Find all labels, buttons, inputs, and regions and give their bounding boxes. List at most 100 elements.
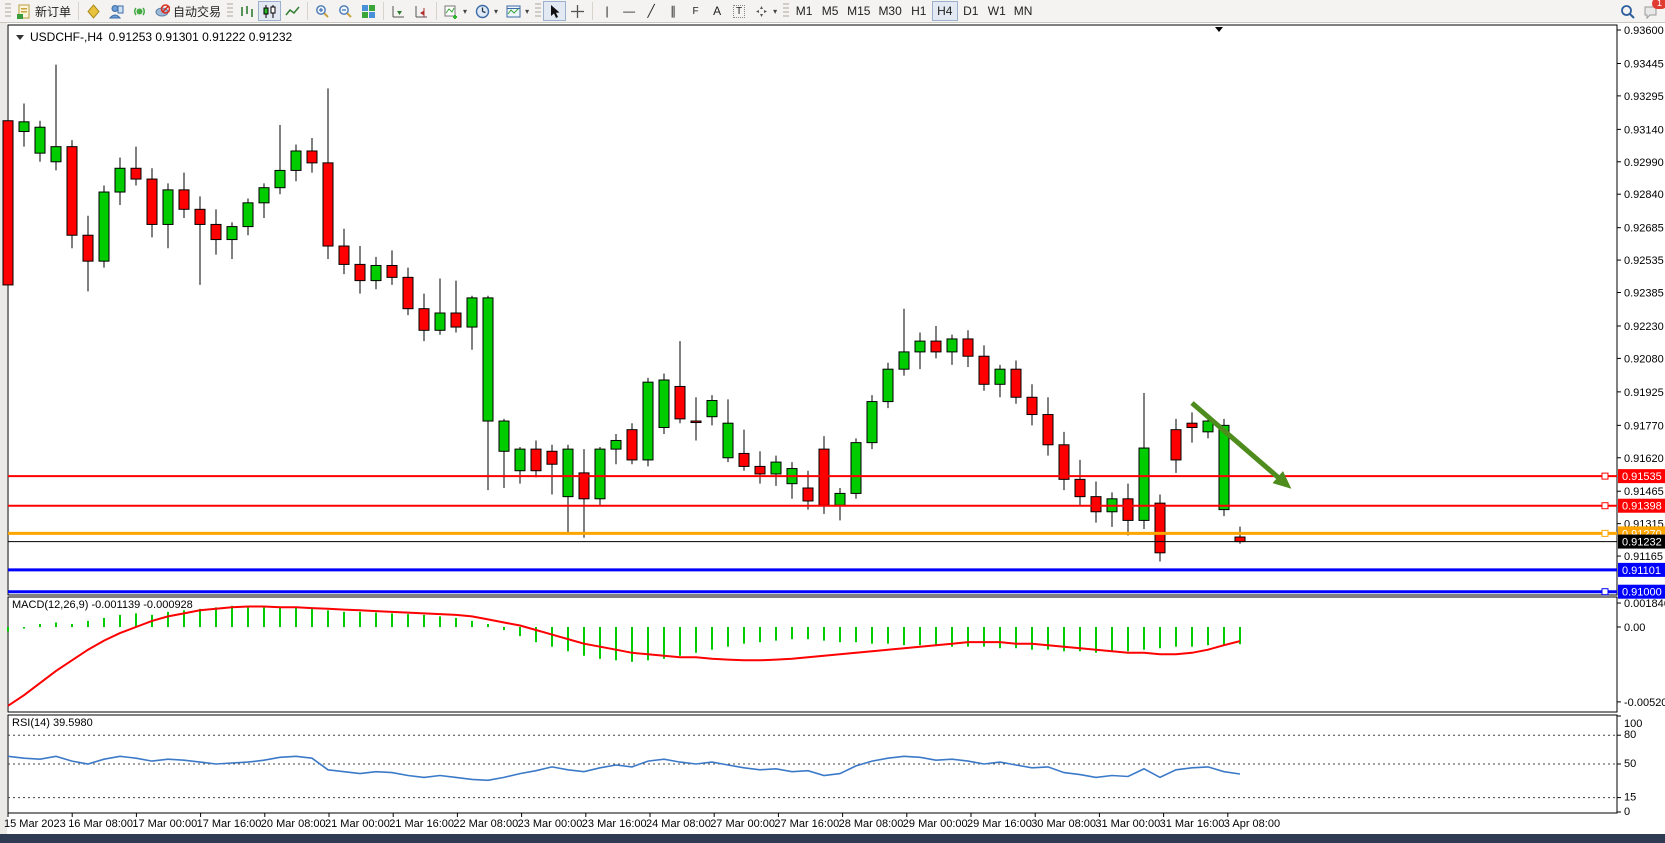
macd-bar	[1175, 627, 1177, 647]
vertical-line-tool[interactable]: |	[596, 1, 618, 21]
macd-bar	[487, 623, 489, 627]
periods-button[interactable]: ▾	[471, 1, 502, 21]
candle-bull	[482, 297, 494, 422]
search-icon	[1620, 4, 1635, 19]
line-handle[interactable]	[1601, 502, 1609, 510]
candle-bear	[546, 450, 558, 465]
candle-bear	[178, 189, 190, 210]
line-handle[interactable]	[1601, 529, 1609, 537]
toolbar-grip[interactable]	[227, 3, 234, 19]
time-tick-label: 30 Mar 08:00	[1031, 818, 1096, 830]
candle-bear	[1122, 498, 1134, 521]
candle-bull	[562, 448, 574, 498]
candle-bear	[1042, 414, 1054, 446]
timeframe-m5[interactable]: M5	[817, 1, 843, 21]
indicators-button[interactable]: ▾	[440, 1, 471, 21]
candle-bear	[354, 263, 366, 282]
timeframe-mn[interactable]: MN	[1010, 1, 1037, 21]
bottom-strip	[0, 834, 1665, 843]
arrows-icon	[754, 4, 769, 19]
candle-bear	[674, 385, 686, 420]
signals-icon	[132, 4, 147, 19]
bar-chart-button[interactable]	[235, 1, 258, 21]
macd-bar	[167, 611, 169, 627]
text-tool[interactable]: A	[706, 1, 728, 21]
line-handle[interactable]	[1601, 472, 1609, 480]
price-label-text: 0.91101	[1622, 565, 1661, 577]
macd-bar	[999, 627, 1001, 649]
trendline-tool[interactable]: ╱	[640, 1, 662, 21]
tile-windows-button[interactable]	[357, 1, 380, 21]
templates-button[interactable]: ▾	[502, 1, 533, 21]
time-tick-label: 15 Mar 2023	[4, 818, 66, 830]
time-tick-label: 31 Mar 16:00	[1160, 818, 1225, 830]
candle-bull	[594, 448, 606, 500]
fibonacci-tool[interactable]: F	[684, 1, 706, 21]
macd-bar	[39, 623, 41, 627]
toolbar: 新订单 自动交易	[0, 0, 1665, 23]
candle-bull	[898, 351, 910, 370]
macd-bar	[935, 627, 937, 646]
separator	[307, 2, 309, 20]
candle-bull	[50, 146, 62, 163]
crosshair-tool-button[interactable]	[566, 1, 589, 21]
toolbar-grip[interactable]	[5, 3, 11, 19]
candle-bear	[386, 264, 398, 278]
chart-shift-button[interactable]	[410, 1, 433, 21]
candle-bull	[18, 121, 30, 133]
candle-bear	[738, 452, 750, 467]
candle-bear	[210, 223, 222, 241]
timeframe-w1[interactable]: W1	[984, 1, 1010, 21]
timeframe-h1[interactable]: H1	[906, 1, 932, 21]
symbols-icon	[86, 3, 101, 19]
zoom-out-button[interactable]	[334, 1, 357, 21]
macd-axis-label: 0.001846	[1624, 598, 1665, 610]
cursor-tool-button[interactable]	[543, 1, 567, 21]
line-handle[interactable]	[1601, 588, 1609, 596]
auto-scroll-button[interactable]	[387, 1, 410, 21]
timeframe-m30[interactable]: M30	[874, 1, 905, 21]
toolbar-grip[interactable]	[783, 3, 790, 19]
candle-bear	[690, 420, 702, 424]
macd-bar	[727, 627, 729, 647]
timeframe-h4[interactable]: H4	[931, 1, 958, 21]
timeframe-d1[interactable]: D1	[958, 1, 984, 21]
candle-bull	[514, 448, 526, 472]
bar-chart-icon	[239, 4, 254, 19]
macd-bar	[391, 613, 393, 627]
candle-bear	[322, 162, 334, 247]
macd-bar	[183, 610, 185, 627]
zoom-in-button[interactable]	[311, 1, 334, 21]
candlestick-chart-button[interactable]	[258, 1, 282, 21]
price-axis: 0.93600 0.93445 0.93295 0.93140 0.92990 0.928…	[1617, 25, 1664, 563]
toolbar-grip[interactable]	[535, 3, 542, 19]
label-tool[interactable]: T	[728, 1, 750, 21]
auto-trading-button[interactable]: 自动交易	[151, 1, 225, 21]
macd-bar	[647, 627, 649, 661]
macd-bar	[119, 614, 121, 627]
signals-button[interactable]	[128, 1, 151, 21]
timeframe-m15[interactable]: M15	[843, 1, 874, 21]
search-button[interactable]	[1616, 1, 1639, 21]
new-order-button[interactable]: 新订单	[13, 1, 75, 21]
line-chart-button[interactable]	[281, 1, 304, 21]
arrows-tool[interactable]: ▾	[750, 1, 781, 21]
candle-bear	[818, 448, 830, 506]
macd-pane-frame	[7, 596, 1618, 713]
candle-bull	[914, 340, 926, 353]
profiles-button[interactable]	[105, 1, 128, 21]
candle-bear	[754, 465, 766, 475]
macd-bar	[663, 627, 665, 659]
horizontal-line-tool[interactable]: —	[618, 1, 640, 21]
trend-arrow-annotation[interactable]	[1190, 401, 1292, 489]
channel-tool[interactable]: ∥	[662, 1, 684, 21]
timeframe-m1[interactable]: M1	[791, 1, 817, 21]
candle-bull	[434, 312, 446, 331]
symbols-button[interactable]	[82, 1, 105, 21]
macd-bar	[1063, 627, 1065, 652]
chat-button[interactable]: 1	[1639, 0, 1665, 21]
macd-bar	[887, 627, 889, 644]
macd-bar	[311, 608, 313, 627]
time-tick-label: 29 Mar 00:00	[903, 818, 968, 830]
